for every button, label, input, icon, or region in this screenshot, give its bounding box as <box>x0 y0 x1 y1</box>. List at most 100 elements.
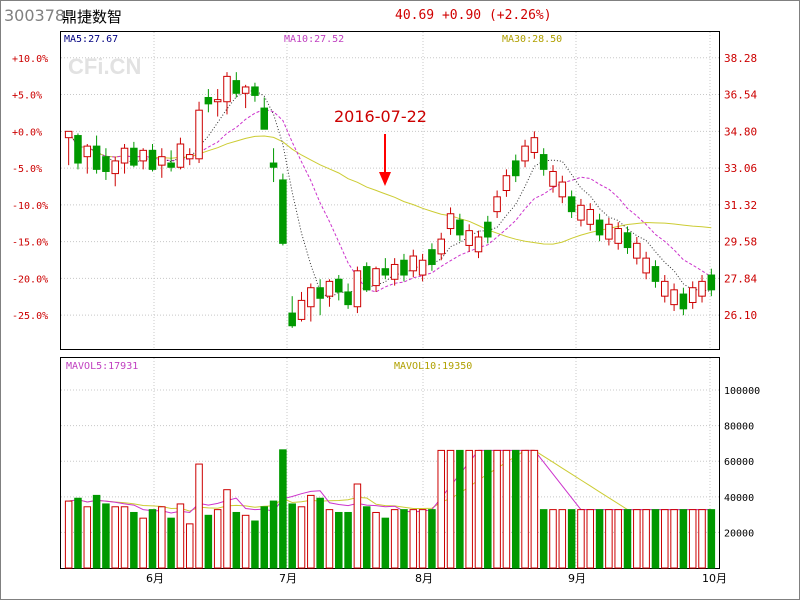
volume-bar <box>567 509 576 569</box>
volume-bar <box>335 511 343 569</box>
candle <box>437 232 445 261</box>
candle-body <box>158 156 166 166</box>
left-tick-label: +0.0% <box>12 127 42 138</box>
candle <box>661 275 669 303</box>
volume-bar <box>83 506 92 569</box>
candle <box>148 144 157 172</box>
left-tick-label: -10.0% <box>12 201 48 212</box>
volume-bar <box>502 449 511 569</box>
candle <box>642 251 650 280</box>
candle <box>493 190 501 218</box>
candle <box>651 260 660 288</box>
candle <box>64 130 73 166</box>
month-label: 7月 <box>279 572 297 585</box>
price-change: +0.90 <box>441 8 482 23</box>
candle <box>139 148 147 170</box>
volume-bar <box>400 509 408 569</box>
volume-bar <box>74 497 82 569</box>
volume-bar <box>185 523 194 569</box>
current-price: 40.69 <box>395 8 435 23</box>
volume-bar <box>279 449 287 569</box>
candle-body <box>698 280 706 297</box>
candle <box>74 133 82 170</box>
volume-bar <box>623 509 632 569</box>
candle-body <box>595 219 604 236</box>
ma5-label: MA5:27.67 <box>64 34 118 45</box>
candle <box>260 97 269 130</box>
candle <box>223 72 231 115</box>
candle <box>605 217 613 246</box>
volume-bar <box>651 509 660 569</box>
volume-bar <box>670 509 678 569</box>
left-tick-label: +10.0% <box>12 54 48 65</box>
candle <box>586 203 595 231</box>
volume-bar <box>102 503 110 569</box>
right-tick-label: 26.10 <box>724 309 757 322</box>
volume-axis-ticks: 100000 80000 60000 40000 20000 <box>724 386 760 539</box>
volume-bar <box>120 506 129 569</box>
candle <box>204 89 213 113</box>
volume-bar <box>642 509 650 569</box>
candle-body <box>325 280 334 297</box>
candle <box>390 258 399 286</box>
candle-body <box>549 170 557 187</box>
candle <box>344 283 352 309</box>
volume-bar <box>428 509 436 569</box>
volume-tick-label: 40000 <box>724 493 754 504</box>
stock-code: 300378 <box>4 6 66 25</box>
volume-bar <box>307 494 315 569</box>
volume-tick-label: 60000 <box>724 457 754 468</box>
volume-bar <box>260 506 269 569</box>
candle <box>251 82 259 102</box>
volume-bar <box>577 509 585 569</box>
volume-bar <box>595 509 604 569</box>
price-change-pct: (+2.26%) <box>488 8 552 23</box>
candle <box>102 148 110 180</box>
candle-body <box>251 86 259 96</box>
volume-tick-label: 100000 <box>724 386 760 397</box>
volume-bar <box>381 517 390 569</box>
candle <box>521 139 529 168</box>
candle-body <box>111 160 119 175</box>
candle-body <box>148 149 157 170</box>
candle-body <box>260 107 269 130</box>
volume-bar <box>251 520 259 569</box>
candle-body <box>418 259 427 276</box>
candle-body <box>213 99 222 103</box>
candle <box>297 291 306 322</box>
candle <box>446 207 455 235</box>
candle <box>670 283 678 311</box>
volume-bar <box>586 509 595 569</box>
candle <box>400 253 408 282</box>
mavol10-line <box>68 449 712 512</box>
volume-bar <box>614 509 622 569</box>
candle <box>502 169 511 197</box>
candle-body <box>456 219 464 236</box>
candlesticks <box>64 72 716 328</box>
volume-bar <box>64 500 73 569</box>
candle-body <box>120 147 129 164</box>
volume-bar <box>241 514 250 569</box>
candle <box>167 150 175 172</box>
candle <box>130 141 138 168</box>
candle <box>111 156 119 187</box>
candle <box>241 84 250 109</box>
volume-bar <box>167 517 175 569</box>
candle <box>577 198 585 227</box>
right-tick-label: 29.58 <box>724 236 757 249</box>
right-tick-label: 34.80 <box>724 125 757 138</box>
volume-bar <box>530 449 539 569</box>
candle <box>372 266 380 292</box>
volume-bar <box>484 449 492 569</box>
month-label: 8月 <box>415 572 433 585</box>
candle <box>176 137 185 170</box>
candle-body <box>204 97 213 105</box>
candle <box>484 215 492 244</box>
candle-body <box>269 162 278 168</box>
candle <box>83 144 92 174</box>
candle <box>530 131 539 159</box>
volume-bar <box>549 509 557 569</box>
volume-bar <box>539 509 548 569</box>
candle-body <box>521 145 529 162</box>
candle-body <box>614 228 622 244</box>
